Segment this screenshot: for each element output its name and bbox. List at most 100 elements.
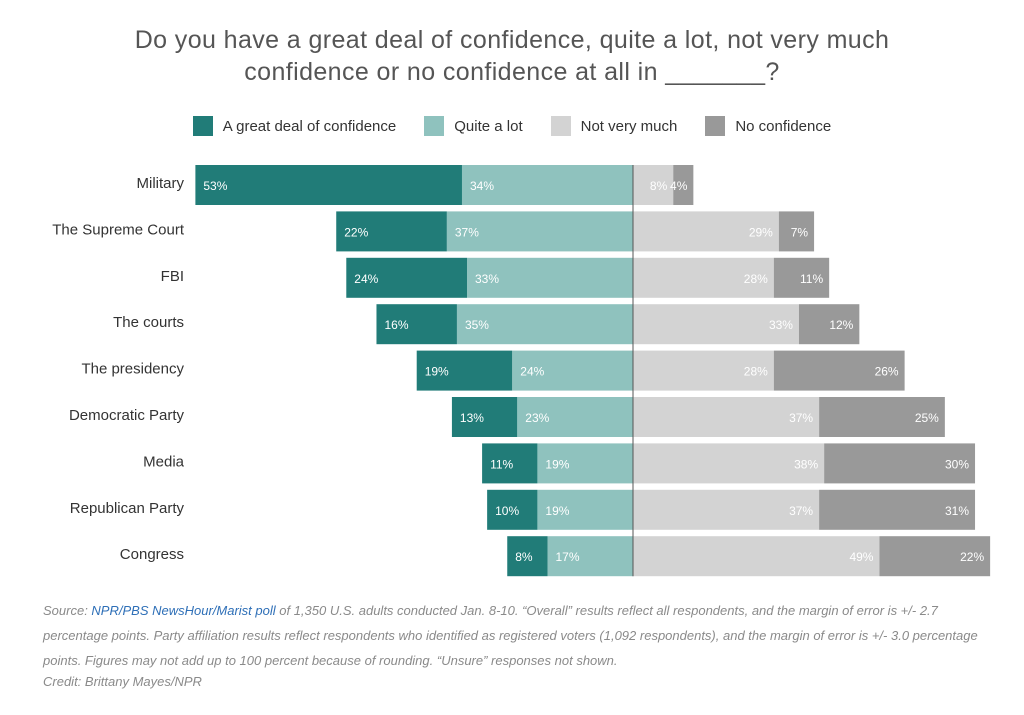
value-label-military-no-confidence: 4% (670, 179, 688, 193)
source-footnote: Source: NPR/PBS NewsHour/Marist poll of … (43, 598, 993, 673)
value-label-congress-not-very-much: 49% (849, 550, 873, 564)
bar-the-courts-quite-a-lot (456, 304, 633, 345)
value-label-military-great-deal: 53% (203, 179, 227, 193)
bar-congress-quite-a-lot (547, 536, 633, 577)
category-label-republican-party: Republican Party (70, 500, 185, 517)
value-label-the-supreme-court-no-confidence: 7% (791, 225, 809, 239)
legend-swatch-no-confidence (705, 116, 726, 136)
bar-media-not-very-much (633, 443, 825, 484)
diverging-bar-chart: Military 53% 34% 8% 4%The Supreme Court 22% 37… (52, 165, 991, 577)
bar-democratic-party-no-confidence (819, 397, 945, 437)
value-label-democratic-party-great-deal: 13% (460, 411, 484, 425)
legend-item-quite-a-lot: Quite a lot (424, 116, 523, 136)
bar-the-courts-not-very-much (633, 304, 799, 345)
source-text: of 1,350 U.S. adults conducted Jan. 8-10… (43, 603, 978, 668)
legend-label-great-deal: A great deal of confidence (222, 117, 397, 135)
value-label-republican-party-quite-a-lot: 19% (545, 504, 569, 518)
value-label-military-quite-a-lot: 34% (470, 179, 494, 193)
value-label-congress-quite-a-lot: 17% (555, 550, 579, 564)
value-label-democratic-party-no-confidence: 25% (915, 411, 939, 425)
bar-military-not-very-much (633, 165, 674, 205)
bar-democratic-party-great-deal (451, 397, 518, 437)
bar-republican-party-great-deal (487, 489, 538, 530)
value-label-the-courts-not-very-much: 33% (769, 318, 793, 332)
value-label-democratic-party-not-very-much: 37% (789, 411, 813, 425)
value-label-congress-no-confidence: 22% (960, 550, 984, 564)
value-label-the-presidency-not-very-much: 28% (744, 365, 768, 379)
value-label-the-courts-no-confidence: 12% (829, 318, 853, 332)
bar-media-no-confidence (824, 443, 976, 484)
bar-fbi-great-deal (346, 257, 468, 298)
bar-media-quite-a-lot (537, 443, 633, 484)
value-label-media-great-deal: 11% (490, 457, 513, 471)
bar-media-great-deal (482, 443, 538, 484)
bar-the-courts-no-confidence (798, 304, 860, 345)
value-label-media-no-confidence: 30% (945, 457, 969, 471)
legend-item-no-confidence: No confidence (705, 116, 831, 136)
bar-the-supreme-court-no-confidence (778, 211, 815, 252)
bar-the-supreme-court-not-very-much (633, 211, 779, 252)
value-label-congress-great-deal: 8% (515, 550, 533, 564)
category-label-the-supreme-court: The Supreme Court (52, 221, 185, 238)
bar-democratic-party-quite-a-lot (517, 397, 633, 437)
value-label-fbi-great-deal: 24% (354, 272, 378, 286)
bar-the-supreme-court-quite-a-lot (446, 211, 633, 252)
value-label-republican-party-no-confidence: 31% (945, 504, 969, 518)
value-label-the-supreme-court-not-very-much: 29% (749, 225, 773, 239)
category-label-congress: Congress (120, 546, 184, 563)
category-label-the-presidency: The presidency (81, 361, 184, 378)
value-label-the-presidency-quite-a-lot: 24% (520, 365, 544, 379)
source-poll-link[interactable]: NPR/PBS NewsHour/Marist poll (91, 603, 276, 618)
value-label-media-quite-a-lot: 19% (545, 457, 569, 471)
chart-title-line1: Do you have a great deal of confidence, … (134, 26, 890, 54)
legend-label-no-confidence: No confidence (735, 117, 832, 135)
value-label-fbi-quite-a-lot: 33% (475, 272, 499, 286)
source-prefix: Source: (43, 603, 92, 618)
value-label-republican-party-not-very-much: 37% (789, 504, 813, 518)
category-label-military: Military (137, 175, 185, 192)
value-label-fbi-no-confidence: 11% (800, 272, 823, 286)
bar-the-courts-great-deal (376, 304, 457, 345)
legend-item-not-very-much: Not very much (550, 116, 678, 136)
category-label-democratic-party: Democratic Party (69, 407, 185, 424)
bar-the-presidency-no-confidence (773, 350, 905, 391)
bar-the-presidency-not-very-much (633, 350, 774, 391)
chart-title-line2: confidence or no confidence at all in __… (244, 58, 780, 86)
bar-fbi-no-confidence (773, 257, 830, 298)
bar-fbi-quite-a-lot (467, 257, 633, 298)
legend-item-great-deal: A great deal of confidence (192, 116, 397, 136)
bar-military-great-deal (195, 165, 462, 205)
value-label-the-courts-great-deal: 16% (384, 318, 408, 332)
bar-congress-not-very-much (633, 536, 880, 577)
legend-swatch-great-deal (192, 116, 213, 136)
bar-the-presidency-great-deal (416, 350, 513, 391)
bar-military-quite-a-lot (461, 165, 633, 205)
legend-swatch-quite-a-lot (424, 116, 445, 136)
value-label-the-presidency-great-deal: 19% (425, 365, 449, 379)
bar-republican-party-quite-a-lot (537, 489, 633, 530)
legend-label-not-very-much: Not very much (580, 117, 678, 135)
bar-fbi-not-very-much (633, 257, 774, 298)
category-label-media: Media (143, 453, 185, 470)
value-label-the-supreme-court-great-deal: 22% (344, 225, 368, 239)
bar-republican-party-no-confidence (819, 489, 976, 530)
value-label-media-not-very-much: 38% (794, 457, 818, 471)
value-label-the-courts-quite-a-lot: 35% (465, 318, 489, 332)
chart-legend: A great deal of confidence Quite a lot N… (0, 116, 1024, 136)
value-label-fbi-not-very-much: 28% (744, 272, 768, 286)
legend-label-quite-a-lot: Quite a lot (454, 117, 523, 135)
category-label-fbi: FBI (161, 268, 184, 285)
value-label-democratic-party-quite-a-lot: 23% (525, 411, 549, 425)
bar-congress-no-confidence (879, 536, 991, 577)
value-label-republican-party-great-deal: 10% (495, 504, 519, 518)
chart-credit: Credit: Brittany Mayes/NPR (43, 674, 202, 689)
bar-military-no-confidence (673, 165, 694, 205)
value-label-military-not-very-much: 8% (650, 179, 668, 193)
bar-republican-party-not-very-much (633, 489, 820, 530)
bar-congress-great-deal (507, 536, 548, 577)
bar-democratic-party-not-very-much (633, 397, 820, 437)
bar-the-presidency-quite-a-lot (512, 350, 633, 391)
value-label-the-supreme-court-quite-a-lot: 37% (455, 225, 479, 239)
chart-title: Do you have a great deal of confidence, … (0, 24, 1024, 88)
category-label-the-courts: The courts (113, 314, 184, 331)
